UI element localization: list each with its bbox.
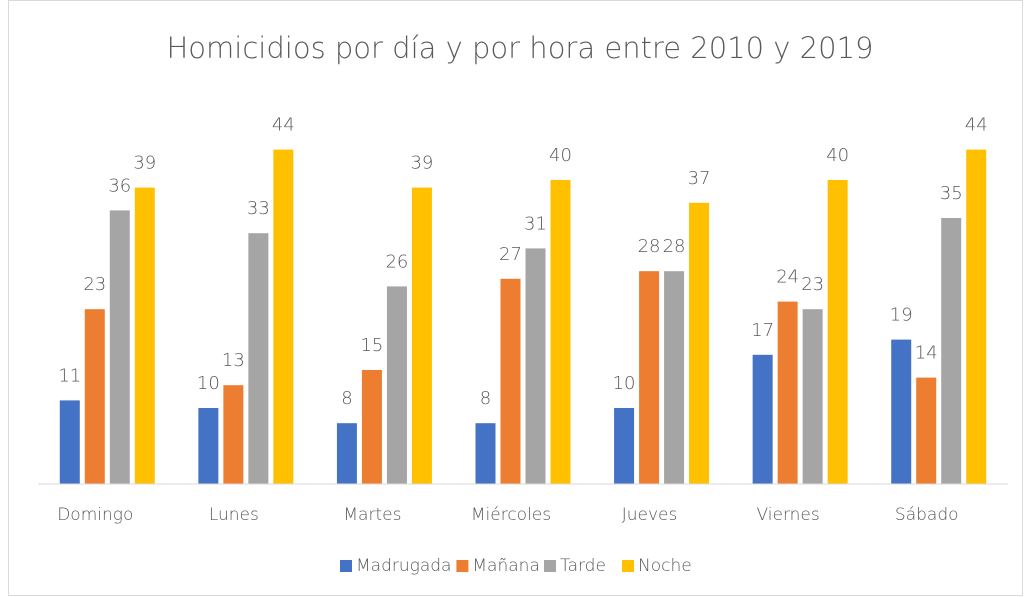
bar (689, 202, 710, 485)
bar (639, 271, 660, 484)
legend-label: Mañana (472, 556, 539, 576)
data-label: 17 (751, 320, 774, 341)
data-label: 8 (480, 388, 491, 409)
bar (386, 286, 407, 484)
x-tick-label: Lunes (209, 505, 259, 525)
bar (550, 180, 571, 484)
data-label: 44 (272, 115, 295, 136)
bar (198, 408, 219, 484)
legend-swatch (456, 560, 469, 572)
legend-swatch (622, 560, 634, 572)
legend-swatch (544, 560, 556, 572)
legend-label: Tarde (560, 556, 606, 576)
x-tick-label: Sábado (895, 505, 959, 525)
data-label: 8 (341, 388, 352, 409)
data-label: 31 (524, 213, 547, 234)
bar (777, 301, 798, 484)
bar (273, 149, 294, 484)
data-label: 23 (83, 274, 106, 295)
data-label: 19 (890, 305, 913, 326)
bar (475, 423, 496, 484)
bar (500, 278, 521, 484)
x-tick-label: Domingo (57, 505, 133, 525)
bar (336, 423, 357, 484)
bar (966, 149, 987, 484)
x-tick-label: Jueves (622, 505, 678, 525)
bar (941, 218, 962, 484)
data-label: 35 (940, 183, 963, 204)
bar (802, 309, 823, 484)
data-label: 10 (613, 373, 636, 394)
bar (827, 180, 848, 484)
x-tick-label: Viernes (757, 505, 820, 525)
legend-label: Madrugada (356, 556, 451, 576)
data-label: 10 (197, 373, 220, 394)
data-label: 14 (915, 343, 938, 364)
data-label: 11 (58, 365, 81, 386)
bar (525, 248, 546, 484)
legend-label: Noche (638, 556, 692, 576)
data-label: 15 (360, 335, 383, 356)
bar (664, 271, 685, 484)
bar (134, 187, 155, 484)
bar (752, 354, 773, 484)
bar (361, 370, 382, 484)
data-label: 37 (688, 168, 711, 189)
chart-title: Homicidios por día y por hora entre 2010… (167, 31, 874, 65)
bar (223, 385, 244, 484)
x-tick-label: Martes (343, 505, 401, 525)
data-label: 28 (663, 236, 686, 257)
x-tick-label: Miércoles (471, 505, 551, 525)
bar (59, 400, 80, 484)
data-label: 33 (247, 198, 270, 219)
data-label: 39 (410, 153, 433, 174)
bar (916, 377, 937, 484)
data-label: 28 (638, 236, 661, 257)
data-label: 40 (549, 145, 572, 166)
data-label: 44 (965, 115, 988, 136)
data-label: 24 (776, 267, 799, 288)
bar (891, 339, 912, 484)
data-label: 23 (801, 274, 824, 295)
data-label: 39 (133, 153, 156, 174)
data-label: 27 (499, 244, 522, 265)
data-label: 26 (385, 251, 408, 272)
bar (411, 187, 432, 484)
bar (248, 233, 269, 484)
bar (84, 309, 105, 484)
data-label: 13 (222, 350, 245, 371)
bar (614, 408, 635, 484)
data-label: 40 (826, 145, 849, 166)
bar (109, 210, 130, 484)
legend-swatch (340, 560, 352, 572)
data-label: 36 (108, 175, 131, 196)
